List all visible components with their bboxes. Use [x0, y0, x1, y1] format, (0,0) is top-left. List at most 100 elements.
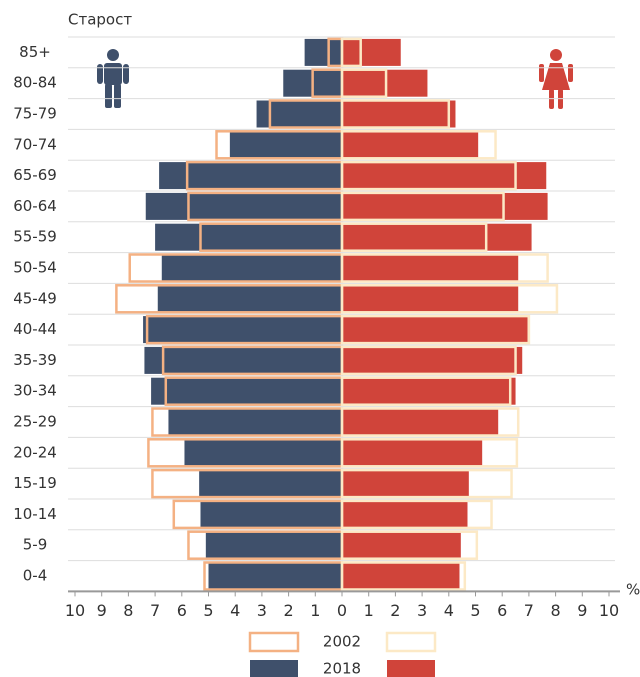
category-label: 75-79 [13, 105, 57, 123]
x-tick-label: 0 [337, 601, 347, 620]
bar [342, 192, 548, 220]
x-tick-label: 10 [599, 601, 619, 620]
bar-outline [340, 284, 559, 314]
bar [342, 69, 428, 97]
bar-outline [340, 376, 512, 406]
x-tick-label: 4 [230, 601, 240, 620]
x-tick-label: 8 [123, 601, 133, 620]
x-tick-label: 3 [257, 601, 267, 620]
bar-outline [340, 530, 479, 560]
category-label: 80-84 [13, 74, 57, 92]
bar [205, 531, 342, 559]
bar [342, 285, 519, 313]
bar [342, 254, 519, 282]
bar [342, 531, 461, 559]
category-label: 65-69 [13, 166, 57, 184]
bar [144, 346, 342, 374]
category-label: 20-24 [13, 443, 57, 461]
bar [161, 254, 342, 282]
x-tick-label: 7 [524, 601, 534, 620]
x-tick-label: 8 [551, 601, 561, 620]
x-tick-label: 1 [364, 601, 374, 620]
y-axis-label: Старост [68, 11, 132, 29]
legend-swatch [385, 631, 437, 653]
x-tick-label: 7 [150, 601, 160, 620]
bar [184, 439, 342, 467]
bar-outline [340, 222, 488, 252]
bar [342, 439, 483, 467]
bar-outline [340, 99, 451, 129]
category-label: 0-4 [23, 567, 48, 585]
x-tick-label: 9 [577, 601, 587, 620]
bar [200, 500, 342, 528]
bar [151, 377, 342, 405]
x-unit: % [626, 581, 640, 599]
category-label: 60-64 [13, 197, 57, 215]
category-label: 15-19 [13, 474, 57, 492]
category-label: 5-9 [23, 536, 48, 554]
bar [304, 38, 342, 66]
x-tick-label: 2 [390, 601, 400, 620]
x-tick-label: 9 [97, 601, 107, 620]
bar-outline [340, 191, 505, 222]
bar-outline [340, 130, 497, 160]
bar [342, 223, 532, 251]
category-label: 50-54 [13, 259, 57, 277]
bar [342, 470, 469, 498]
bar [342, 162, 547, 190]
category-label: 55-59 [13, 228, 57, 246]
legend-swatch [248, 631, 300, 653]
category-label: 25-29 [13, 413, 57, 431]
legend-swatch [387, 660, 435, 677]
x-tick-label: 3 [417, 601, 427, 620]
x-tick-label: 5 [203, 601, 213, 620]
bar [208, 562, 342, 590]
bar [143, 316, 342, 344]
bar-outline [340, 407, 520, 437]
bar-outline [340, 345, 517, 376]
bar [342, 562, 460, 590]
bar-outline [340, 160, 517, 191]
bar [342, 377, 516, 405]
bar-outline [340, 253, 549, 283]
bar [342, 100, 456, 128]
bar-outline [340, 561, 467, 591]
bar [159, 162, 342, 190]
bar [342, 346, 523, 374]
category-label: 45-49 [13, 289, 57, 307]
x-tick-label: 10 [65, 601, 85, 620]
bar [342, 38, 401, 66]
legend-swatch [250, 660, 298, 677]
bar-outline [340, 438, 519, 468]
bar [199, 470, 342, 498]
bar [342, 131, 479, 159]
bar [342, 316, 528, 344]
bar [145, 192, 342, 220]
bar [168, 408, 342, 436]
x-tick-label: 6 [177, 601, 187, 620]
bar-outline [340, 499, 493, 530]
bar [342, 500, 468, 528]
category-label: 70-74 [13, 135, 57, 153]
bar-outline [340, 37, 362, 68]
bar-outline [340, 468, 513, 499]
bar [157, 285, 342, 313]
x-tick-label: 2 [284, 601, 294, 620]
category-label: 35-39 [13, 351, 57, 369]
x-tick-label: 5 [470, 601, 480, 620]
legend-label: 2018 [323, 660, 361, 677]
x-tick-label: 4 [444, 601, 454, 620]
bar-outline [340, 68, 388, 98]
bar [342, 408, 499, 436]
category-label: 30-34 [13, 382, 57, 400]
bar [229, 131, 342, 159]
category-label: 85+ [19, 43, 51, 61]
legend-label: 2002 [323, 633, 361, 651]
bar [155, 223, 342, 251]
x-tick-label: 1 [310, 601, 320, 620]
male-icon [97, 49, 129, 108]
category-label: 40-44 [13, 320, 57, 338]
female-icon [539, 49, 573, 109]
category-label: 10-14 [13, 505, 57, 523]
